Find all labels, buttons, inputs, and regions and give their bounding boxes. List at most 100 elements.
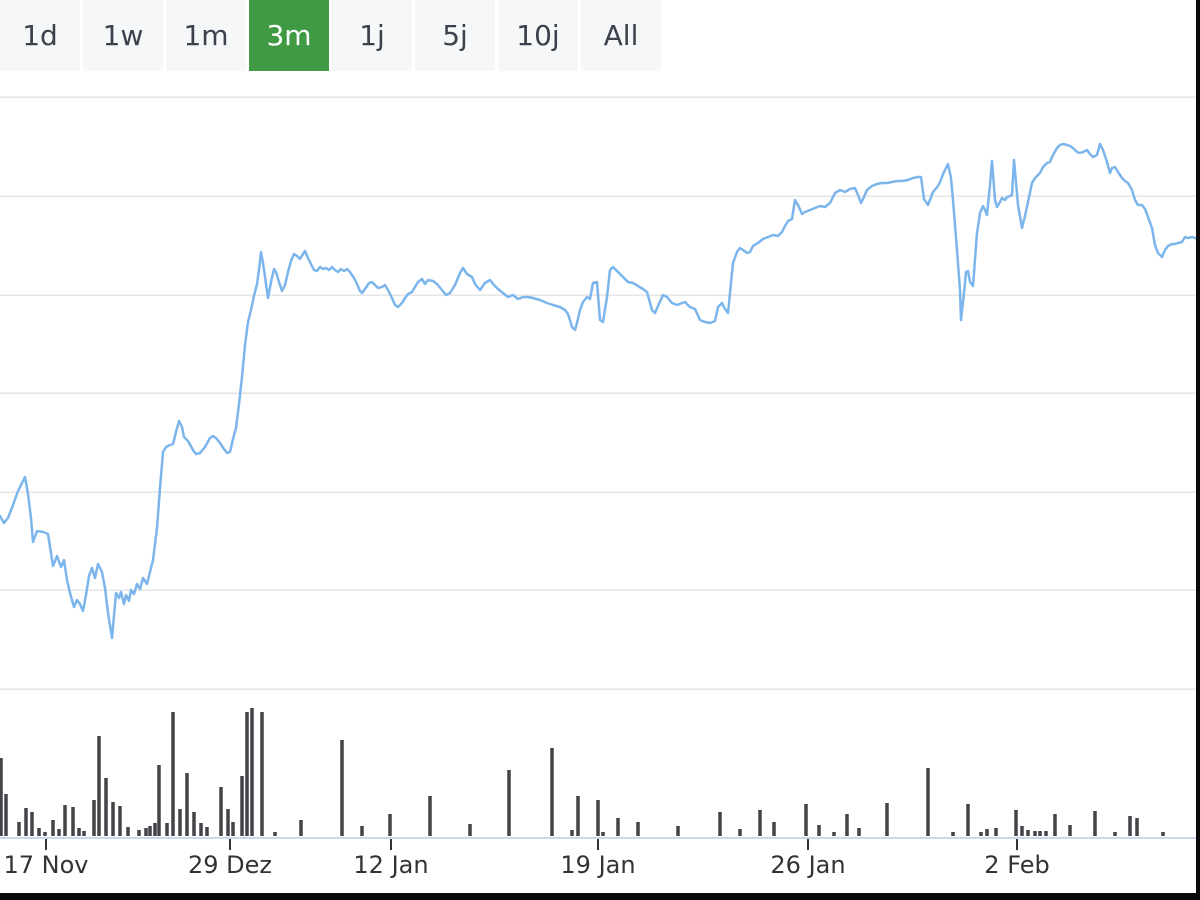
volume-bar [82,831,86,836]
volume-bar [71,807,75,836]
volume-bar [468,824,472,836]
volume-bar [144,828,148,836]
range-button-5j[interactable]: 5j [415,0,495,71]
volume-bar [676,826,680,836]
volume-bar [926,768,930,836]
volume-bar [738,829,742,836]
volume-bar [804,804,808,836]
volume-bar [845,814,849,836]
volume-bar [192,812,196,836]
volume-bar [360,826,364,836]
volume-bar [205,827,209,836]
volume-bar [1093,811,1097,836]
range-selector: 1d 1w 1m 3m 1j 5j 10j All [0,0,661,71]
volume-bar [601,832,605,836]
volume-bar [979,832,983,836]
volume-bar [718,812,722,836]
volume-bar [1033,831,1037,836]
volume-bar [226,809,230,836]
volume-bar [245,712,249,836]
volume-bar [994,828,998,836]
bottom-border-bar [0,893,1200,900]
volume-bar [157,765,161,836]
volume-bar [178,809,182,836]
volume-bar [388,814,392,836]
volume-bar [126,827,130,836]
volume-bar [63,805,67,836]
volume-bar [57,829,61,836]
volume-bar [185,773,189,836]
volume-bar [30,812,34,836]
range-button-1j[interactable]: 1j [332,0,412,71]
volume-bar [24,808,28,836]
x-axis-label: 19 Jan [560,851,635,879]
volume-bar [817,825,821,836]
volume-bar [17,822,21,836]
volume-bar [260,712,264,836]
range-button-all[interactable]: All [581,0,661,71]
volume-bar [273,832,277,836]
volume-bar [77,828,81,836]
volume-bar [118,806,122,836]
range-button-1m[interactable]: 1m [166,0,246,71]
volume-bar [951,832,955,836]
volume-bar [1161,832,1165,836]
volume-bar [43,832,47,836]
volume-bar [153,823,157,836]
volume-bar [428,796,432,836]
volume-bar [340,740,344,836]
x-axis-label: 26 Jan [770,851,845,879]
volume-bar [570,830,574,836]
volume-bar [985,829,989,836]
volume-bar [1038,831,1042,836]
volume-bar [550,748,554,836]
volume-bar [576,796,580,836]
volume-bar [4,794,8,836]
volume-bar [51,820,55,836]
volume-bar [1020,826,1024,836]
price-line-series [0,142,1200,640]
x-axis-label: 12 Jan [353,851,428,879]
volume-bar [1014,810,1018,836]
volume-bar [616,818,620,836]
volume-bar [1128,816,1132,836]
volume-bar [92,800,96,836]
volume-bar [111,802,115,836]
volume-bar [0,758,3,836]
x-axis-label: 29 Dez [188,851,272,879]
volume-bar [507,770,511,836]
volume-bar [231,822,235,836]
volume-bar [1044,831,1048,836]
volume-bar [636,822,640,836]
volume-bar [772,822,776,836]
volume-bar [165,823,169,836]
x-axis-label: 2 Feb [984,851,1049,879]
x-axis-label: 17 Nov [3,851,88,879]
volume-bar [299,820,303,836]
range-button-1w[interactable]: 1w [83,0,163,71]
volume-bar [250,708,254,836]
volume-bar [199,823,203,836]
volume-bar [885,803,889,836]
volume-bar [832,832,836,836]
volume-bar [1135,818,1139,836]
volume-bar [104,778,108,836]
right-border-bar [1196,0,1200,900]
volume-bar [758,810,762,836]
volume-bar [1026,830,1030,836]
volume-bar [37,828,41,836]
volume-bar [97,736,101,836]
volume-bar [1053,814,1057,836]
range-button-3m[interactable]: 3m [249,0,329,71]
volume-bar [596,800,600,836]
volume-bar [966,804,970,836]
volume-bar [171,712,175,836]
volume-bar [148,826,152,836]
volume-bar [1068,825,1072,836]
range-button-10j[interactable]: 10j [498,0,578,71]
range-button-1d[interactable]: 1d [0,0,80,71]
volume-bar [219,787,223,836]
volume-bar [240,776,244,836]
volume-bar [137,830,141,836]
